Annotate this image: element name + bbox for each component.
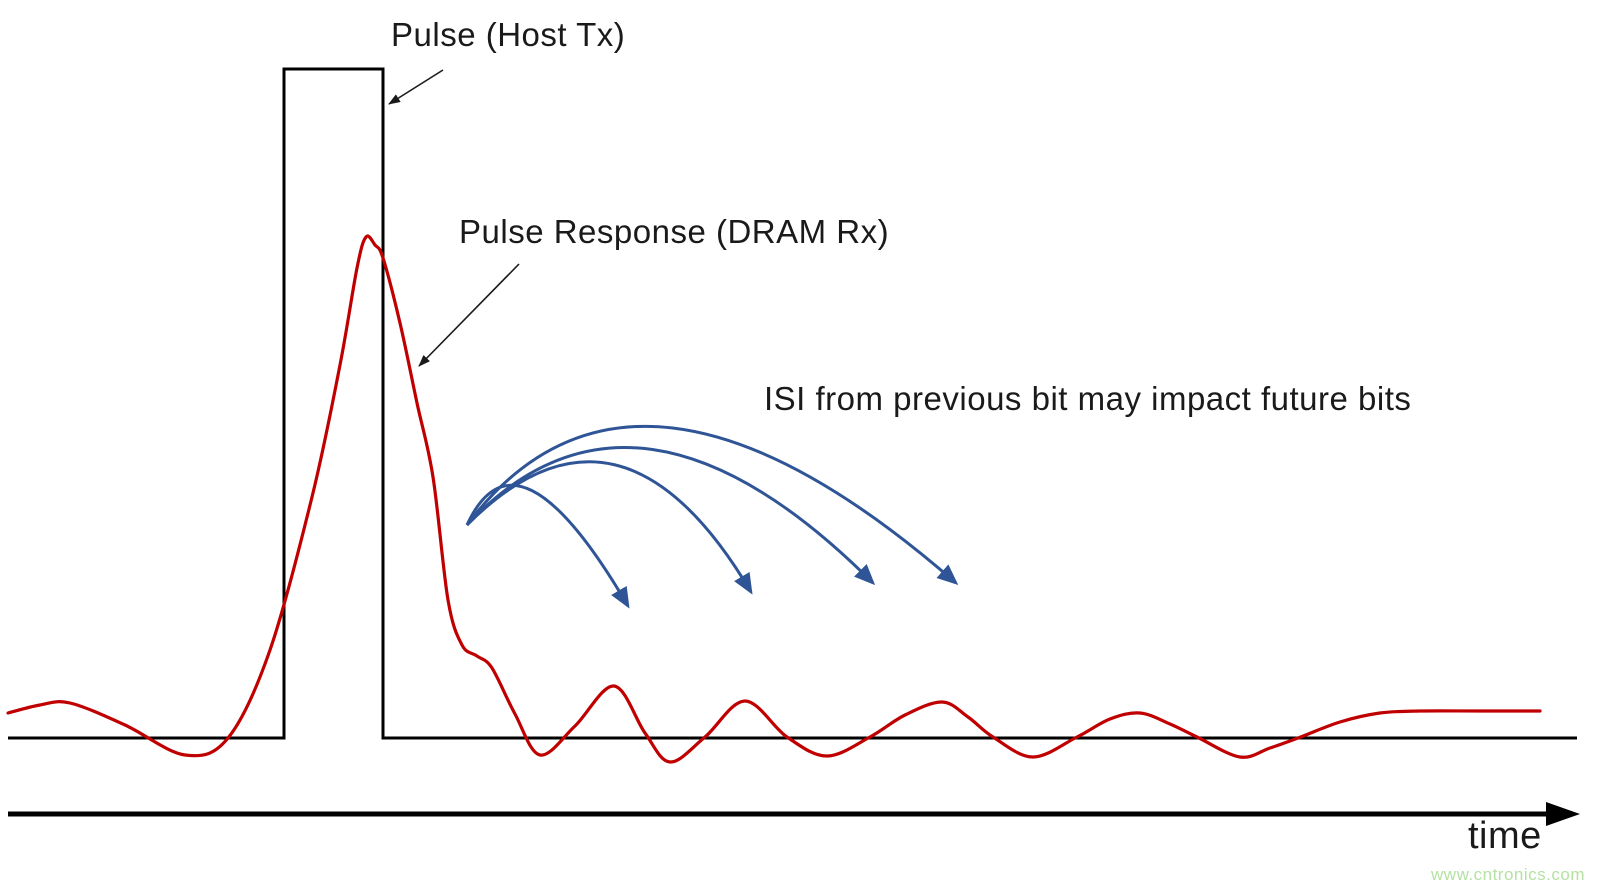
pulse-label-arrow: [388, 69, 444, 105]
isi-arc-1: [465, 483, 630, 609]
time-axis-arrowhead-icon: [1546, 802, 1580, 826]
pulse-outline: [8, 67, 1577, 740]
watermark-text: www.cntronics.com: [1431, 865, 1585, 884]
pulse-response-label: Pulse Response (DRAM Rx): [459, 213, 890, 250]
isi-annotation-label: ISI from previous bit may impact future …: [764, 380, 1412, 417]
isi-arc-2: [465, 460, 753, 595]
isi-arc-3: [465, 445, 876, 586]
isi-arc-4: [465, 425, 959, 585]
pulse-label: Pulse (Host Tx): [391, 16, 626, 53]
pulse-response-curve: [6, 234, 1542, 764]
time-axis-label: time: [1468, 815, 1542, 857]
response-label-arrow: [418, 263, 520, 367]
